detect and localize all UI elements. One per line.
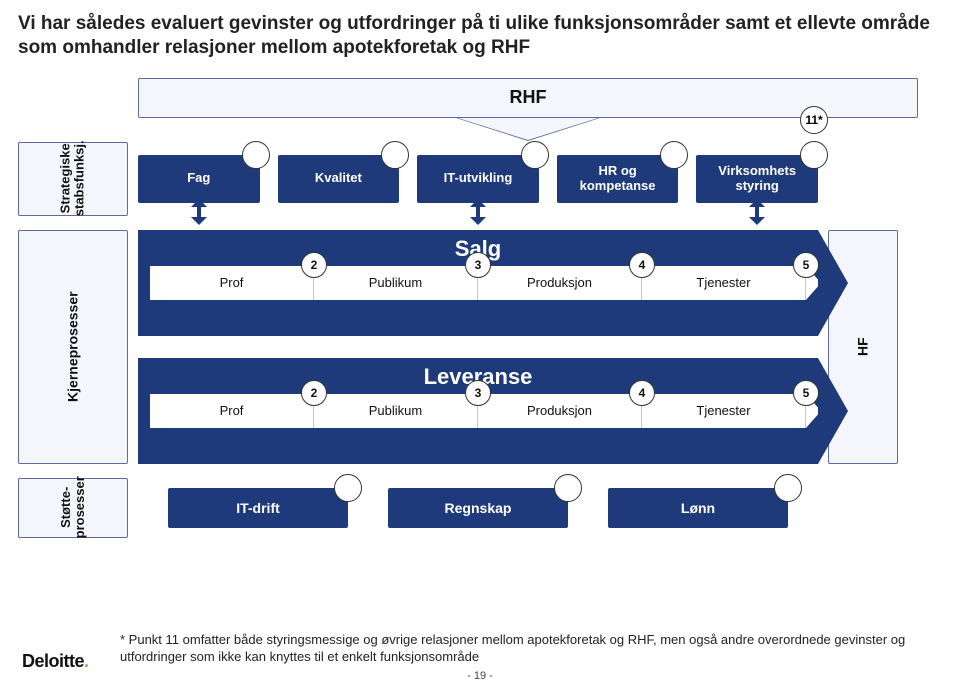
seg-label: Tjenester <box>696 403 750 418</box>
seg-label: Prof <box>220 275 244 290</box>
seg-tjenester: Tjenester 5 <box>642 394 806 428</box>
seg-label: Prof <box>220 403 244 418</box>
seg-badge: 4 <box>629 380 655 406</box>
seg-label: Produksjon <box>527 403 592 418</box>
hf-column: HF <box>828 142 898 538</box>
rhf-label: RHF <box>138 78 918 118</box>
deloitte-logo: Deloitte. <box>22 651 89 672</box>
core-band: Salg Prof 2 Publikum 3 Produksjon 4 <box>138 230 818 464</box>
seg-prof: Prof 2 <box>150 266 314 300</box>
band-salg: Salg Prof 2 Publikum 3 Produksjon 4 <box>138 230 818 336</box>
support-it-drift: IT-drift 1 <box>168 488 348 528</box>
logo-dot-icon: . <box>84 651 89 671</box>
strategic-box-fag: Fag 6 <box>138 155 260 203</box>
label-core-text: Kjerneprosesser <box>65 291 80 402</box>
support-row: IT-drift 1 Regnskap 1 Lønn 1 <box>138 478 818 538</box>
strategic-label: HR og kompetanse <box>561 164 675 194</box>
row-labels-column: Strategiskestabsfunksj. Kjerneprosesser … <box>18 142 128 538</box>
strategic-box-kvalitet: Kvalitet 7 <box>278 155 400 203</box>
seg-label: Publikum <box>369 403 422 418</box>
page-title: Vi har således evaluert gevinster og utf… <box>18 12 942 60</box>
band-segments: Prof 2 Publikum 3 Produksjon 4 Tjenester… <box>150 394 806 428</box>
support-badge: 1 <box>334 474 362 502</box>
seg-badge: 3 <box>465 380 491 406</box>
support-badge: 1 <box>554 474 582 502</box>
strategic-badge: 9 <box>660 141 688 169</box>
strategic-box-it: IT-utvikling 8 <box>417 155 539 203</box>
support-lonn: Lønn 1 <box>608 488 788 528</box>
strategic-badge: 10 <box>800 141 828 169</box>
seg-prof: Prof 2 <box>150 394 314 428</box>
seg-tjenester: Tjenester 5 <box>642 266 806 300</box>
seg-badge: 3 <box>465 252 491 278</box>
footnote: * Punkt 11 omfatter både styringsmessige… <box>120 632 920 666</box>
seg-badge: 5 <box>793 252 819 278</box>
seg-label: Publikum <box>369 275 422 290</box>
strategic-label: IT-utvikling <box>444 171 513 186</box>
strategic-label: Virksomhets styring <box>700 164 814 194</box>
strategic-label: Kvalitet <box>315 171 362 186</box>
label-strategic: Strategiskestabsfunksj. <box>18 142 128 216</box>
seg-badge: 5 <box>793 380 819 406</box>
support-badge: 1 <box>774 474 802 502</box>
seg-publikum: Publikum 3 <box>314 266 478 300</box>
band-leveranse: Leveranse Prof 2 Publikum 3 Produksjon 4 <box>138 358 818 464</box>
label-strategic-text: Strategiskestabsfunksj. <box>59 141 88 217</box>
seg-badge: 4 <box>629 252 655 278</box>
support-regnskap: Regnskap 1 <box>388 488 568 528</box>
seg-produksjon: Produksjon 4 <box>478 394 642 428</box>
support-label: IT-drift <box>236 500 280 516</box>
page-number: - 19 - <box>467 670 493 682</box>
seg-badge: 2 <box>301 252 327 278</box>
seg-publikum: Publikum 3 <box>314 394 478 428</box>
logo-text: Deloitte <box>22 651 84 671</box>
strategic-box-virksomhet: Virksomhets styring 10 <box>696 155 818 203</box>
label-support: Støtte-prosesser <box>18 478 128 538</box>
band-segments: Prof 2 Publikum 3 Produksjon 4 Tjenester… <box>150 266 806 300</box>
main-column: Fag 6 Kvalitet 7 IT-utvikling 8 HR og ko… <box>138 142 818 538</box>
hf-label: HF <box>855 337 870 356</box>
seg-badge: 2 <box>301 380 327 406</box>
strategic-badge: 7 <box>381 141 409 169</box>
strategic-badge: 8 <box>521 141 549 169</box>
strategic-box-hr: HR og kompetanse 9 <box>557 155 679 203</box>
support-label: Lønn <box>681 500 715 516</box>
seg-label: Produksjon <box>527 275 592 290</box>
strategic-label: Fag <box>187 171 210 186</box>
label-core: Kjerneprosesser <box>18 230 128 464</box>
strategic-row: Fag 6 Kvalitet 7 IT-utvikling 8 HR og ko… <box>138 142 818 216</box>
support-label: Regnskap <box>445 500 512 516</box>
seg-label: Tjenester <box>696 275 750 290</box>
strategic-badge: 6 <box>242 141 270 169</box>
diagram-grid: Strategiskestabsfunksj. Kjerneprosesser … <box>18 142 942 538</box>
rhf-badge: 11* <box>800 106 828 134</box>
label-support-text: Støtte-prosesser <box>59 476 88 538</box>
seg-produksjon: Produksjon 4 <box>478 266 642 300</box>
rhf-banner: RHF 11* <box>138 78 918 118</box>
